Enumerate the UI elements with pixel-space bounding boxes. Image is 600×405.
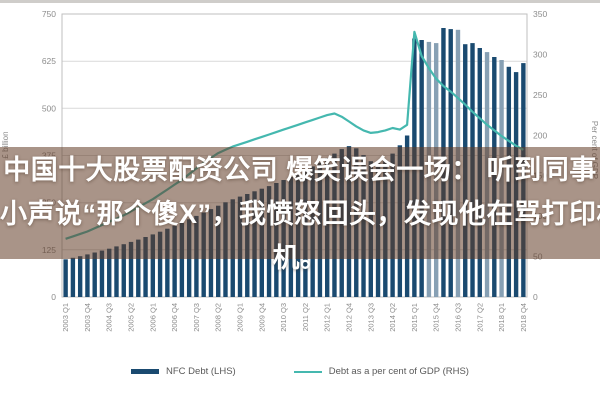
x-axis-ticks: 2003 Q1 2003 Q4 2004 Q3 2005 Q2 2006 Q1 2006 … xyxy=(61,303,528,332)
svg-text:2003 Q1: 2003 Q1 xyxy=(61,303,70,332)
headline-line-3: 机。 xyxy=(272,243,328,273)
svg-text:2009 Q1: 2009 Q1 xyxy=(236,303,245,332)
bar xyxy=(85,254,90,297)
svg-text:2013 Q3: 2013 Q3 xyxy=(366,303,375,332)
svg-text:2009 Q4: 2009 Q4 xyxy=(257,303,266,332)
bar xyxy=(121,244,126,297)
headline-overlay-band xyxy=(0,147,600,259)
headline-line-2: 小声说“那个傻X”，我愤怒回头，发现他在骂打印机 xyxy=(0,199,600,229)
bar xyxy=(172,225,177,297)
bar xyxy=(77,256,83,297)
svg-text:2010 Q3: 2010 Q3 xyxy=(279,303,288,332)
bar-swatch-icon xyxy=(131,369,160,374)
svg-text:2017 Q2: 2017 Q2 xyxy=(475,303,484,332)
svg-text:2018 Q4: 2018 Q4 xyxy=(519,303,528,332)
bar xyxy=(165,228,170,297)
svg-text:2004 Q3: 2004 Q3 xyxy=(105,303,114,332)
svg-text:2011 Q2: 2011 Q2 xyxy=(301,303,310,331)
bar xyxy=(107,248,112,297)
legend-label-nfc-debt: NFC Debt (LHS) xyxy=(166,366,236,377)
bar xyxy=(150,234,156,297)
svg-text:2007 Q3: 2007 Q3 xyxy=(192,303,201,332)
svg-text:2018 Q1: 2018 Q1 xyxy=(497,303,506,332)
svg-text:2005 Q2: 2005 Q2 xyxy=(127,303,136,332)
svg-text:2015 Q1: 2015 Q1 xyxy=(410,303,419,332)
chart-legend: NFC Debt (LHS) Debt as a per cent of GDP… xyxy=(0,366,600,377)
svg-text:2012 Q1: 2012 Q1 xyxy=(323,303,332,332)
bar xyxy=(136,239,141,297)
svg-text:2016 Q3: 2016 Q3 xyxy=(454,303,463,332)
svg-text:2006 Q1: 2006 Q1 xyxy=(148,303,157,332)
left-axis-title: £ billion xyxy=(1,131,10,158)
svg-text:200: 200 xyxy=(533,130,547,140)
legend-item-debt-gdp: Debt as a per cent of GDP (RHS) xyxy=(293,366,469,377)
svg-text:300: 300 xyxy=(533,49,547,59)
bar xyxy=(63,259,68,297)
bar xyxy=(179,222,185,297)
legend-item-nfc-debt: NFC Debt (LHS) xyxy=(131,366,236,377)
bar xyxy=(114,246,119,297)
svg-text:2006 Q4: 2006 Q4 xyxy=(170,303,179,332)
svg-text:2015 Q4: 2015 Q4 xyxy=(432,303,441,332)
bar xyxy=(99,250,105,297)
svg-text:350: 350 xyxy=(533,9,547,19)
headline-overlay-text[interactable]: 中国十大股票配资公司 爆笑误会一场： 听到同事 小声说“那个傻X”，我愤怒回头，… xyxy=(0,148,600,280)
svg-text:500: 500 xyxy=(42,103,56,113)
svg-text:2014 Q2: 2014 Q2 xyxy=(388,303,397,332)
headline-line-1: 中国十大股票配资公司 爆笑误会一场： 听到同事 xyxy=(3,155,597,185)
bar xyxy=(70,257,76,297)
bar xyxy=(143,237,148,297)
svg-text:2003 Q4: 2003 Q4 xyxy=(83,303,92,332)
svg-text:750: 750 xyxy=(42,9,56,19)
svg-text:2008 Q2: 2008 Q2 xyxy=(214,303,223,332)
svg-text:2012 Q4: 2012 Q4 xyxy=(345,303,354,332)
svg-text:625: 625 xyxy=(42,56,56,66)
line-swatch-icon xyxy=(293,370,322,373)
page-top-divider xyxy=(0,0,600,3)
bar xyxy=(157,231,163,297)
svg-text:0: 0 xyxy=(51,292,56,302)
legend-label-debt-gdp: Debt as a per cent of GDP (RHS) xyxy=(328,366,469,377)
bar xyxy=(92,252,97,297)
svg-text:0: 0 xyxy=(533,292,538,302)
bar xyxy=(128,241,134,297)
svg-text:250: 250 xyxy=(533,90,547,100)
